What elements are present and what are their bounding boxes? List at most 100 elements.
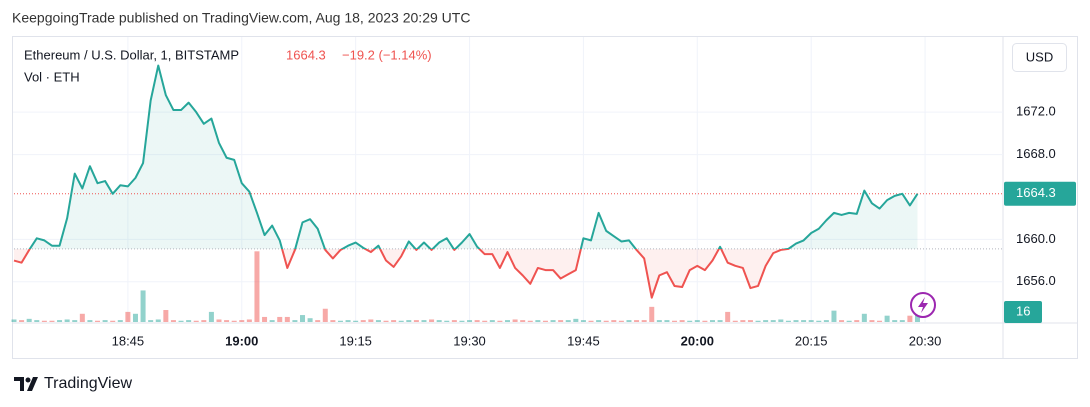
volume-bar (148, 320, 154, 322)
volume-bar (413, 320, 419, 322)
volume-bar (102, 320, 108, 322)
volume-bar (679, 320, 685, 322)
volume-bar (793, 320, 799, 322)
volume-bar (383, 320, 389, 322)
volume-bar (505, 320, 510, 322)
volume-bar (391, 320, 397, 322)
volume-bar (307, 318, 313, 322)
volume-bar (292, 320, 298, 322)
volume-bar (649, 306, 655, 322)
volume-bar (884, 315, 890, 322)
alert-icon[interactable] (910, 292, 936, 318)
volume-bar (672, 320, 678, 322)
volume-bar (125, 311, 131, 322)
volume-bar (634, 320, 640, 322)
volume-bar (854, 320, 860, 322)
byline: KeepgoingTrade published on TradingView.… (12, 10, 470, 26)
logo-mark (14, 377, 38, 391)
volume-bar (664, 320, 670, 322)
volume-bar (315, 320, 321, 322)
volume-bar (19, 320, 25, 322)
x-tick-label: 18:45 (112, 333, 145, 348)
legend-change: −19.2 (−1.14%) (342, 47, 432, 62)
x-tick-label: 20:15 (795, 333, 828, 348)
volume-bar (300, 315, 306, 322)
volume-bar (224, 320, 230, 322)
volume-bar (801, 320, 807, 322)
volume-bar (110, 320, 116, 322)
volume-bar (337, 320, 343, 322)
last-price-label: 1664.3 (1016, 185, 1056, 200)
volume-bar (406, 320, 412, 322)
legend-symbol: Ethereum / U.S. Dollar, 1, BITSTAMP (24, 47, 239, 62)
volume-bar (550, 320, 556, 322)
volume-bar (869, 320, 875, 322)
volume-bar (520, 320, 526, 322)
chart-frame (12, 36, 1078, 359)
volume-bar (254, 251, 260, 322)
volume-bar (155, 319, 161, 322)
volume-bar (763, 320, 769, 322)
volume-bar (186, 320, 192, 322)
volume-bar (596, 320, 602, 322)
volume-bar (694, 320, 700, 322)
volume-bar (892, 320, 898, 322)
price-line (13, 64, 919, 299)
volume-bar (914, 311, 920, 322)
last-volume-label: 16 (1016, 303, 1030, 318)
volume-bar (140, 290, 146, 322)
volume-bar (489, 320, 495, 322)
volume-bar (429, 319, 435, 322)
volume-bar (41, 320, 47, 322)
volume-bar (246, 319, 252, 322)
volume-bar (459, 320, 465, 322)
volume-bar (702, 320, 708, 322)
volume-bar (451, 320, 457, 322)
last-volume-badge (1004, 301, 1042, 323)
volume-bar (482, 320, 488, 322)
volume-bar (360, 320, 366, 322)
volume-bar (626, 320, 632, 322)
volume-bar (687, 320, 693, 322)
last-price-badge (1004, 181, 1076, 206)
volume-bar (808, 320, 814, 322)
currency[interactable]: USD (1026, 49, 1053, 64)
volume-bar (193, 320, 199, 322)
volume-bar (611, 320, 617, 322)
volume-bar (907, 315, 913, 322)
volume-bar (474, 320, 480, 322)
volume-bar (208, 311, 214, 322)
alert-bolt[interactable] (918, 297, 928, 313)
volume-bar (732, 320, 738, 322)
currency-button[interactable] (1012, 43, 1067, 72)
volume-bar (823, 320, 829, 322)
x-tick-label: 19:30 (453, 333, 486, 348)
volume-bar (725, 311, 731, 322)
volume-bar (269, 320, 275, 322)
x-tick-label: 19:00 (225, 333, 258, 348)
volume-bar (170, 320, 176, 322)
legend-last: 1664.3 (286, 47, 326, 62)
volume-bar (216, 319, 222, 322)
volume-bar (831, 310, 837, 322)
volume-bar (770, 320, 776, 322)
volume-bar (603, 320, 609, 322)
volume-bar (132, 313, 138, 322)
brand: TradingView (44, 375, 132, 392)
volume-bar (178, 320, 184, 322)
volume-bar (618, 320, 624, 322)
volume-bar (34, 320, 40, 322)
volume-bar (231, 320, 237, 322)
volume-bar (444, 320, 450, 322)
volume-bar (846, 320, 852, 322)
legend-volume: Vol · ETH (24, 69, 80, 84)
volume-bar (421, 320, 427, 322)
volume-bar (573, 318, 579, 322)
volume-bar (262, 316, 268, 322)
x-tick-label: 19:15 (339, 333, 372, 348)
y-tick-label: 1668.0 (1016, 146, 1056, 161)
volume-bar (778, 319, 784, 322)
volume-bar (117, 320, 123, 322)
volume-bar (322, 308, 328, 322)
